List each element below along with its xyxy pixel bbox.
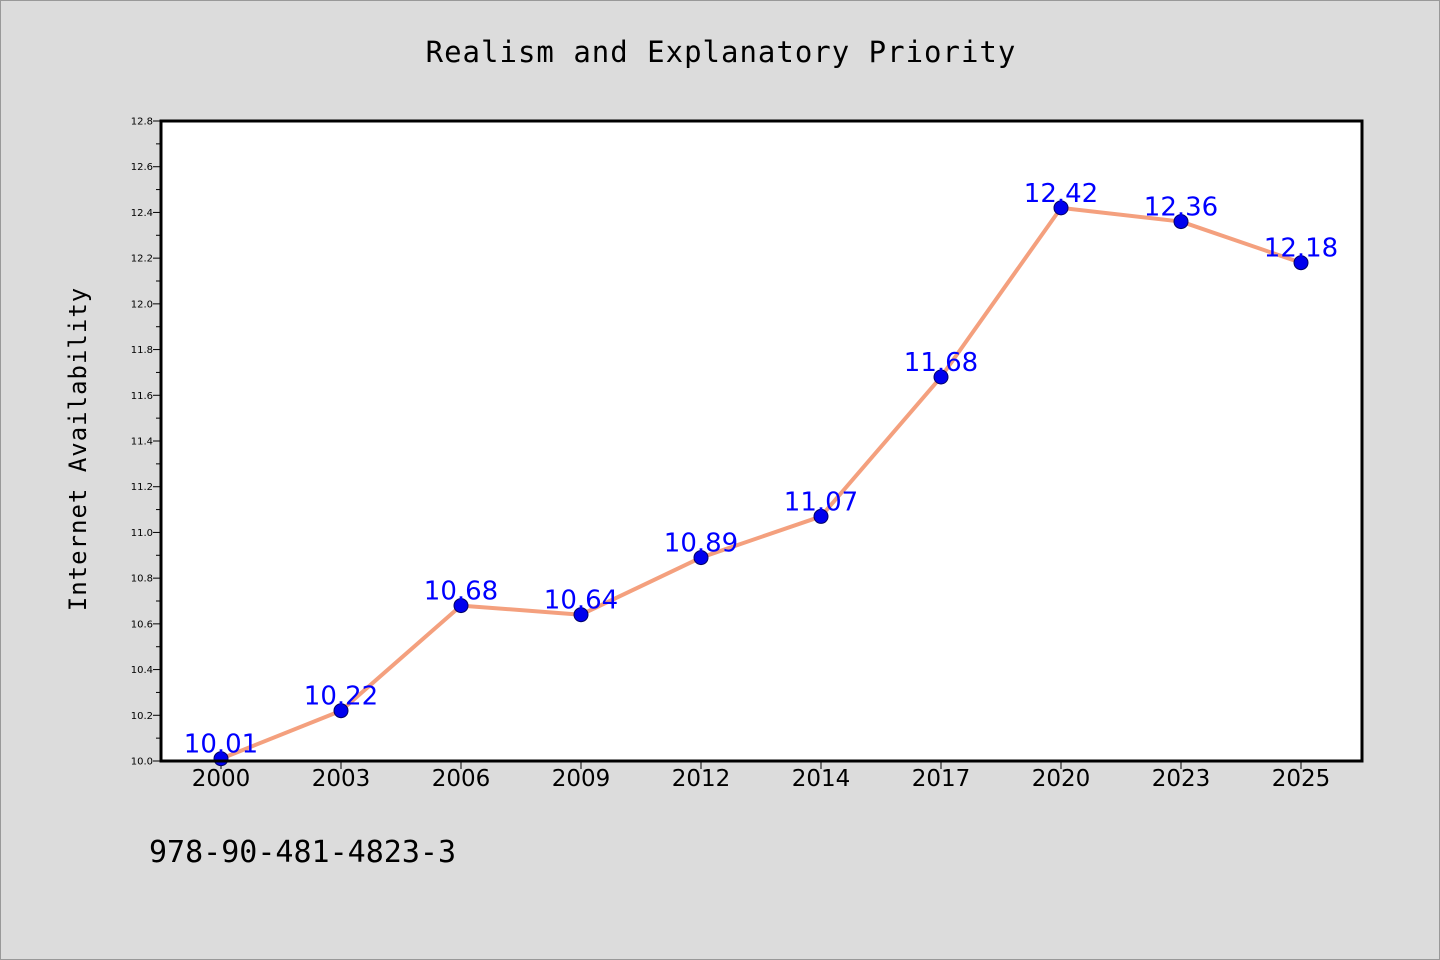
data-point bbox=[813, 508, 829, 524]
data-label: 10.01 bbox=[184, 730, 258, 760]
data-label: 11.68 bbox=[904, 348, 978, 378]
data-point bbox=[333, 703, 349, 719]
x-tick-label: 2025 bbox=[1272, 766, 1331, 792]
y-tick-label: 12.2 bbox=[131, 254, 153, 265]
data-point bbox=[453, 598, 469, 614]
data-point bbox=[1173, 214, 1189, 230]
data-label: 10.89 bbox=[664, 529, 738, 559]
data-label: 10.22 bbox=[304, 682, 378, 712]
x-tick-label: 2014 bbox=[792, 766, 851, 792]
isbn-label: 978-90-481-4823-3 bbox=[149, 835, 457, 870]
y-tick-label: 10.8 bbox=[131, 574, 153, 585]
data-label: 10.64 bbox=[544, 586, 618, 616]
y-tick-label: 11.0 bbox=[131, 528, 153, 539]
x-tick-label: 2006 bbox=[432, 766, 491, 792]
y-tick-label: 11.4 bbox=[131, 437, 153, 448]
y-tick-label: 11.8 bbox=[131, 345, 153, 356]
x-tick-label: 2003 bbox=[312, 766, 371, 792]
y-tick-label: 10.6 bbox=[131, 619, 153, 630]
data-point bbox=[1053, 200, 1069, 216]
data-label: 12.36 bbox=[1144, 193, 1218, 223]
series-line bbox=[219, 205, 1303, 761]
y-tick-label: 12.6 bbox=[131, 162, 153, 173]
data-point bbox=[693, 550, 709, 566]
data-point bbox=[1293, 255, 1309, 271]
x-tick-label: 2017 bbox=[912, 766, 971, 792]
data-point bbox=[573, 607, 589, 623]
data-label: 12.42 bbox=[1024, 179, 1098, 209]
data-label: 12.18 bbox=[1264, 234, 1338, 264]
x-tick-label: 2020 bbox=[1032, 766, 1091, 792]
y-tick-label: 10.4 bbox=[131, 665, 153, 676]
plot-frame bbox=[159, 119, 1364, 763]
x-tick-label: 2012 bbox=[672, 766, 731, 792]
plot-area bbox=[161, 121, 1362, 761]
x-tick-label: 2009 bbox=[552, 766, 611, 792]
y-tick-label: 12.8 bbox=[131, 117, 153, 128]
y-tick-label: 11.6 bbox=[131, 391, 153, 402]
y-tick-label: 12.4 bbox=[131, 208, 153, 219]
y-tick-label: 12.0 bbox=[131, 299, 153, 310]
data-label: 11.07 bbox=[784, 487, 858, 517]
data-point bbox=[933, 369, 949, 385]
y-tick-label: 10.2 bbox=[131, 711, 153, 722]
y-tick-label: 10.0 bbox=[131, 757, 153, 768]
y-tick-label: 11.2 bbox=[131, 482, 153, 493]
chart-title: Realism and Explanatory Priority bbox=[425, 35, 1017, 69]
data-label: 10.68 bbox=[424, 577, 498, 607]
x-tick-label: 2023 bbox=[1152, 766, 1211, 792]
x-tick-label: 2000 bbox=[192, 766, 251, 792]
